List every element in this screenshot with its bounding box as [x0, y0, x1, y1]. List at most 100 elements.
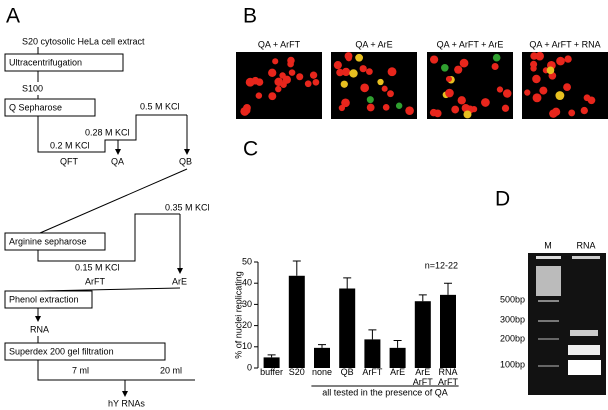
flow-box	[4, 290, 93, 309]
gel-band	[536, 266, 561, 296]
gel-band	[570, 330, 598, 336]
x-tick-label: RNA ArFT	[438, 367, 458, 387]
nucleus	[457, 96, 466, 105]
nucleus	[451, 105, 460, 114]
connector	[39, 168, 188, 234]
group-label: all tested in the presence of QA	[322, 387, 448, 397]
nucleus	[461, 103, 470, 113]
x-tick-label: S20	[288, 367, 305, 377]
marker-label: 300bp	[500, 314, 525, 324]
nucleus	[275, 85, 282, 93]
nucleus	[255, 92, 263, 99]
nucleus	[580, 106, 588, 115]
condition-label: QA + ArFT	[258, 39, 301, 49]
nucleus	[587, 96, 596, 105]
nucleus	[564, 55, 572, 63]
flow-text: hY RNAs	[108, 398, 145, 408]
nucleus	[405, 106, 414, 115]
gel-band	[538, 338, 559, 340]
y-tick-label: 0	[247, 362, 252, 372]
nucleus	[272, 58, 279, 65]
nucleus	[524, 89, 531, 96]
flow-box	[4, 53, 124, 72]
nucleus	[382, 103, 390, 111]
nucleus	[539, 86, 548, 95]
flow-text: ArFT	[85, 276, 105, 286]
flow-text: RNA	[30, 324, 49, 334]
bar	[389, 347, 406, 368]
lane-label: RNA	[576, 240, 595, 250]
nucleus	[296, 73, 304, 81]
x-tick-label: QB	[340, 367, 354, 377]
bar	[414, 301, 431, 368]
nucleus	[274, 77, 283, 87]
nucleus	[287, 60, 294, 68]
flow-text: Arginine sepharose	[9, 236, 87, 246]
flow-text: S20 cytosolic HeLa cell extract	[22, 36, 145, 46]
nucleus	[268, 68, 277, 77]
error-bar	[393, 339, 402, 348]
nucleus	[366, 103, 375, 112]
nucleus	[304, 80, 312, 88]
nucleus	[445, 88, 454, 98]
nucleus	[381, 85, 388, 92]
gel-band	[538, 300, 559, 302]
x-tick-label: buffer	[260, 367, 284, 377]
error-bar	[444, 282, 452, 295]
flow-text: 0.28 M KCl	[85, 127, 130, 137]
nucleus	[454, 65, 463, 74]
y-tick-label: 30	[242, 299, 252, 309]
marker-label: 500bp	[500, 294, 525, 304]
marker-label: 200bp	[500, 333, 525, 343]
panel-label: B	[243, 5, 257, 28]
nucleus	[333, 61, 342, 70]
nucleus	[243, 107, 251, 115]
error-bar	[318, 344, 326, 348]
nucleus	[359, 65, 367, 73]
nucleus	[459, 58, 469, 68]
flow-text: Phenol extraction	[9, 294, 79, 304]
nucleus	[496, 86, 504, 93]
condition-label: QA + ArE	[355, 39, 392, 49]
x-tick-label: ArE	[390, 367, 406, 377]
flow-text: 0.2 M KCl	[50, 140, 90, 150]
nucleus	[441, 64, 449, 72]
nucleus	[429, 55, 439, 64]
nucleus	[338, 104, 345, 112]
panel-label: A	[6, 5, 20, 28]
flow-box	[4, 342, 166, 361]
nucleus	[349, 69, 358, 78]
lane-label: M	[544, 240, 552, 250]
nucleus	[470, 105, 478, 113]
nucleus	[282, 75, 291, 84]
nucleus	[387, 90, 394, 98]
error-bar	[368, 329, 377, 340]
elution-step	[37, 213, 180, 262]
error-bar	[267, 354, 276, 358]
nucleus	[312, 78, 320, 86]
nucleus	[492, 53, 501, 62]
condition-label: QA + ArFT + ArE	[437, 39, 504, 49]
gel-band	[536, 256, 561, 259]
flow-text: Q Sepharose	[9, 102, 62, 112]
gel-band	[538, 365, 559, 367]
error-bar	[343, 277, 352, 289]
nucleus	[502, 89, 512, 98]
nucleus	[309, 71, 318, 79]
nucleus	[366, 68, 373, 75]
flow-box	[4, 98, 96, 117]
gel-band	[568, 360, 601, 375]
error-bar	[418, 294, 427, 302]
flow-text: S100	[22, 83, 43, 93]
bar	[263, 357, 280, 368]
nucleus	[530, 60, 538, 68]
flow-text: QFT	[60, 156, 78, 166]
nucleus	[344, 52, 353, 60]
bar	[364, 339, 381, 368]
flow-box	[4, 232, 106, 251]
nucleus	[501, 104, 510, 112]
bar	[440, 294, 456, 368]
panel-label: D	[495, 188, 510, 211]
flow-text: Superdex 200 gel filtration	[9, 346, 114, 356]
